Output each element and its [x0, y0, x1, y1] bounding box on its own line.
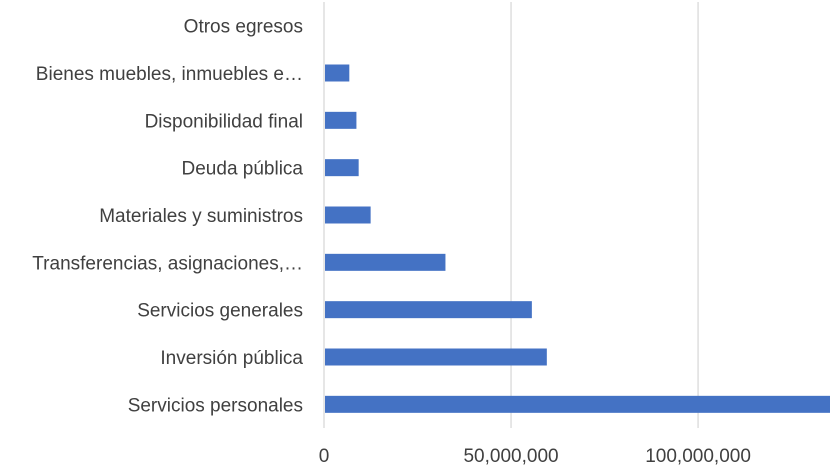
x-tick-label: 50,000,000: [463, 446, 558, 467]
category-label: Servicios personales: [128, 395, 303, 416]
bar: [325, 111, 357, 129]
bar: [325, 348, 547, 366]
category-labels: Otros egresos Bienes muebles, inmuebles e…: [32, 17, 303, 417]
category-label: Transferencias, asignaciones,…: [32, 253, 303, 274]
category-label: Deuda pública: [182, 159, 304, 180]
category-label: Servicios generales: [137, 301, 303, 322]
bar: [325, 206, 371, 224]
category-label: Inversión pública: [160, 348, 303, 369]
category-label: Materiales y suministros: [99, 206, 303, 227]
bar: [325, 159, 359, 177]
x-tick-label: 100,000,000: [645, 446, 751, 467]
bars: [325, 64, 830, 413]
bar: [325, 301, 532, 319]
category-label: Otros egresos: [184, 17, 303, 38]
category-label: Disponibilidad final: [145, 111, 303, 132]
x-tick-label: 0: [319, 446, 330, 467]
x-axis-tick-labels: 0 50,000,000 100,000,000: [319, 446, 751, 467]
bar: [325, 395, 830, 413]
bar: [325, 253, 446, 271]
category-label: Bienes muebles, inmuebles e…: [36, 64, 303, 85]
bar: [325, 64, 350, 82]
